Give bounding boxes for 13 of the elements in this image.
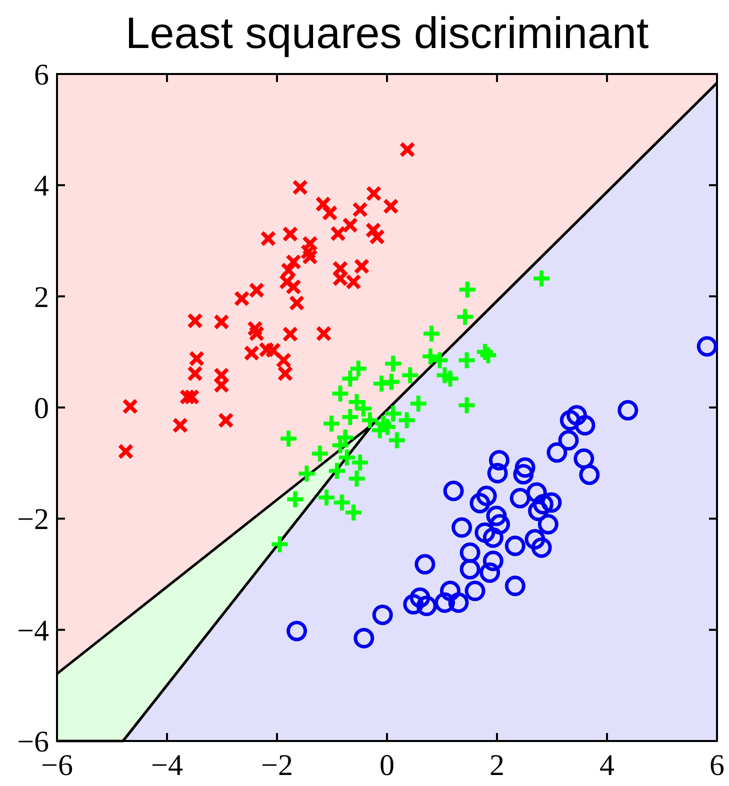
x-tick-label: −4 (151, 749, 183, 782)
x-tick-label: 2 (490, 749, 504, 782)
y-tick-label: −2 (17, 503, 49, 536)
y-tick-label: 0 (34, 392, 49, 425)
x-tick-label: −2 (261, 749, 293, 782)
y-tick-label: 6 (34, 58, 49, 92)
y-tick-label: −4 (17, 614, 49, 648)
x-tick-label: 6 (710, 749, 724, 782)
x-tick-label: 0 (380, 749, 394, 782)
chart-title: Least squares discriminant (125, 9, 649, 58)
y-tick-label: 4 (34, 170, 49, 203)
x-tick-label: 4 (600, 749, 614, 782)
y-tick-label: 2 (34, 280, 49, 314)
